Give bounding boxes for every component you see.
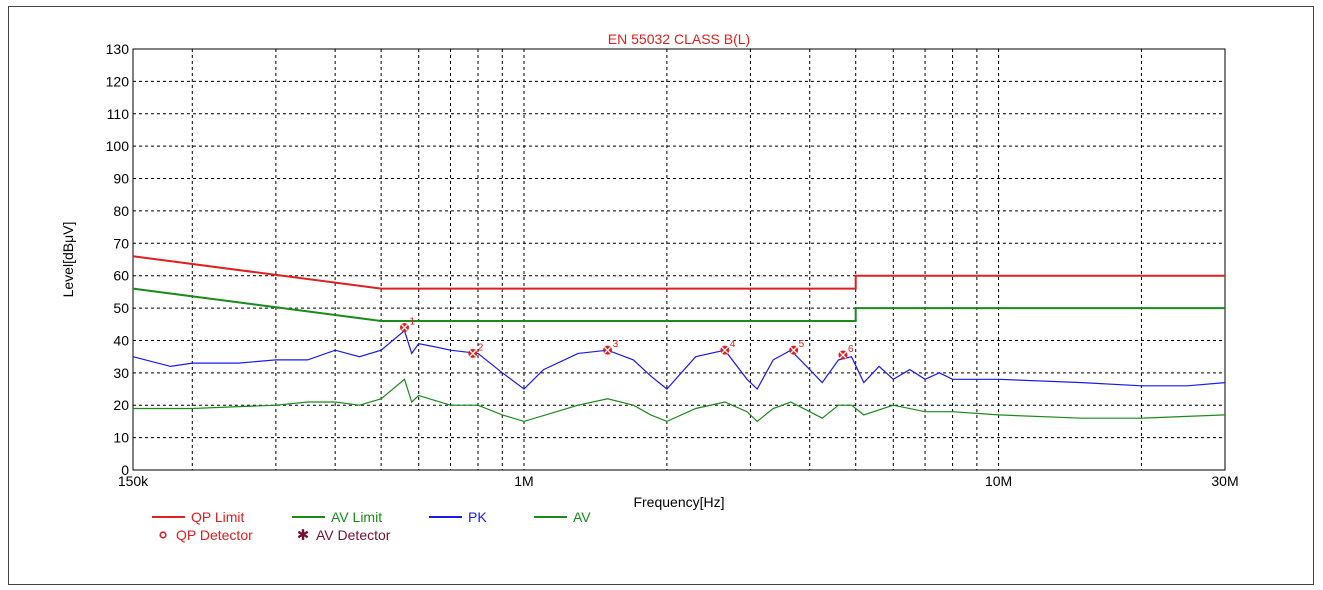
y-tick-label: 0 [121, 462, 129, 478]
legend-swatch [159, 531, 167, 539]
peak-marker-cross [469, 349, 477, 357]
peak-marker: 3 [603, 339, 619, 355]
peak-marker-cross [790, 346, 798, 354]
peak-marker-label: 4 [730, 339, 736, 350]
y-tick-label: 90 [113, 171, 129, 187]
peak-marker-label: 2 [478, 342, 484, 353]
peak-marker-cross [721, 346, 729, 354]
legend-swatch: ✱ [297, 527, 310, 544]
series-av-limit [132, 287, 1225, 322]
legend-item: QP Detector [159, 527, 253, 543]
peak-marker: 6 [838, 344, 854, 360]
peak-marker-cross [839, 351, 847, 359]
y-tick-label: 120 [106, 73, 130, 89]
series-qp-limit [132, 255, 1225, 290]
legend-item: ✱ AV Detector [297, 527, 391, 544]
legend-item: PK [429, 509, 487, 525]
legend-label: QP Detector [176, 527, 253, 543]
peak-marker-cross [401, 324, 408, 331]
y-tick-label: 50 [113, 300, 129, 316]
peak-marker: 1 [400, 317, 416, 333]
x-tick-label: 30M [1211, 473, 1238, 489]
y-tick-label: 40 [113, 332, 129, 348]
series-group [132, 255, 1226, 423]
peak-marker: 2 [468, 342, 484, 358]
legend-item: AV Limit [292, 509, 382, 525]
series-pk [132, 329, 1226, 390]
legend-label: PK [468, 509, 487, 525]
y-tick-label: 100 [106, 138, 130, 154]
peak-marker-label: 3 [613, 339, 619, 350]
peak-marker-label: 1 [410, 317, 416, 328]
chart-panel: 0 10 20 30 40 50 60 70 80 90 100 110 120 130 150k 1M 10… [8, 6, 1314, 585]
y-tick-label: 60 [113, 268, 129, 284]
y-tick-label: 70 [113, 235, 129, 251]
legend: QP Limit AV Limit PK AV QP Detector ✱ AV Detec… [152, 509, 591, 544]
x-axis-ticks: 150k 1M 10M 30M [118, 473, 1239, 489]
y-axis-ticks: 0 10 20 30 40 50 60 70 80 90 100 110 120 130 [106, 41, 130, 478]
legend-label: AV [573, 509, 591, 525]
y-tick-label: 80 [113, 203, 129, 219]
peak-marker: 4 [720, 339, 736, 355]
peak-marker-cross [604, 346, 612, 354]
x-tick-label: 10M [985, 473, 1012, 489]
legend-label: AV Detector [316, 527, 391, 543]
y-tick-label: 130 [106, 41, 130, 57]
x-axis-label: Frequency[Hz] [633, 494, 724, 510]
x-tick-label: 150k [118, 473, 149, 489]
chart-title: EN 55032 CLASS B(L) [608, 31, 750, 47]
peak-marker: 5 [789, 339, 805, 355]
legend-label: AV Limit [331, 509, 382, 525]
peak-marker-label: 5 [799, 339, 805, 350]
legend-item: QP Limit [152, 509, 245, 525]
y-axis-label: Level[dBμV] [60, 222, 76, 298]
legend-label: QP Limit [191, 509, 245, 525]
plot-area [132, 48, 1226, 471]
markers-group: 1 2 3 4 5 6 [400, 317, 854, 360]
grid [132, 48, 1226, 471]
y-tick-label: 110 [107, 106, 130, 122]
legend-item: AV [534, 509, 591, 525]
y-tick-label: 30 [113, 365, 129, 381]
y-tick-label: 20 [113, 397, 129, 413]
x-tick-label: 1M [514, 473, 533, 489]
peak-marker-label: 6 [848, 344, 854, 355]
y-tick-label: 10 [113, 430, 129, 446]
series-av [133, 378, 1226, 423]
